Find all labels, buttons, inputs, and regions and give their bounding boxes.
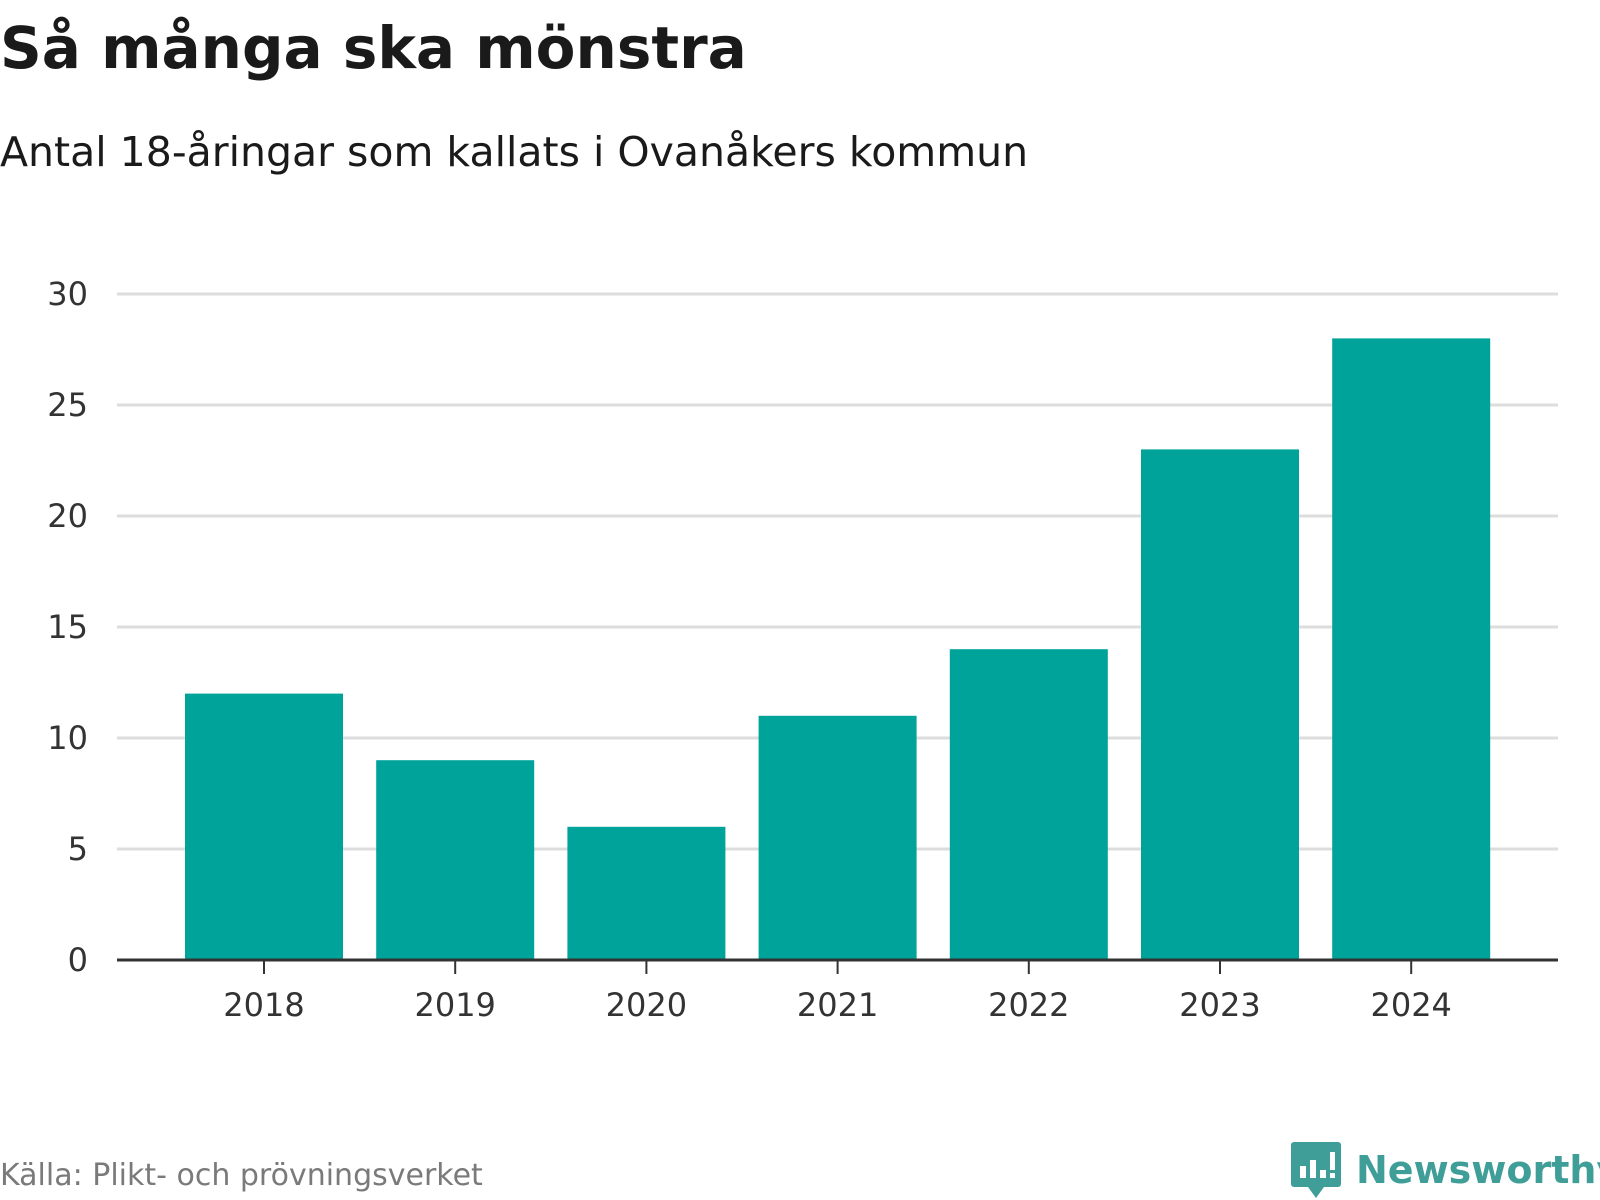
bar-2019[interactable] bbox=[376, 760, 535, 960]
y-tick-label: 5 bbox=[68, 830, 88, 868]
y-tick-label: 25 bbox=[47, 386, 88, 424]
x-tick-label: 2023 bbox=[1179, 986, 1260, 1024]
x-tick-label: 2019 bbox=[414, 986, 495, 1024]
y-tick-label: 0 bbox=[68, 941, 88, 979]
bar-2022[interactable] bbox=[949, 649, 1108, 960]
bar-2023[interactable] bbox=[1141, 449, 1299, 960]
bar-2020[interactable] bbox=[567, 826, 726, 960]
x-tick-label: 2022 bbox=[988, 986, 1069, 1024]
x-tick-label: 2018 bbox=[223, 986, 304, 1024]
x-tick-label: 2021 bbox=[797, 986, 878, 1024]
bar-2018[interactable] bbox=[185, 693, 343, 960]
y-tick-label: 20 bbox=[47, 497, 88, 535]
y-tick-label: 30 bbox=[47, 275, 88, 313]
chart-title: Så många ska mönstra bbox=[0, 14, 747, 82]
y-tick-label: 10 bbox=[47, 719, 88, 757]
x-tick-label: 2020 bbox=[606, 986, 687, 1024]
bar-2021[interactable] bbox=[758, 715, 917, 960]
x-tick-label: 2024 bbox=[1370, 986, 1451, 1024]
brand-name: Newsworthy bbox=[1356, 1148, 1600, 1192]
chart-subtitle: Antal 18-åringar som kallats i Ovanåkers… bbox=[0, 128, 1029, 176]
axis-layer: 0 5 10 15 20 25 30 2018 2019 2020 2021 2022 2023 2024 bbox=[47, 275, 1558, 1024]
bar-chart: 0 5 10 15 20 25 30 2018 2019 2020 2021 2022 2023 2024 bbox=[47, 275, 1558, 1024]
newsworthy-logo-icon bbox=[1291, 1142, 1341, 1198]
bar-2024[interactable] bbox=[1332, 338, 1491, 960]
bar-layer bbox=[185, 338, 1491, 960]
y-tick-label: 15 bbox=[47, 608, 88, 646]
source-note: Källa: Plikt- och prövningsverket bbox=[0, 1158, 483, 1193]
brand[interactable]: Newsworthy bbox=[1290, 1140, 1600, 1200]
